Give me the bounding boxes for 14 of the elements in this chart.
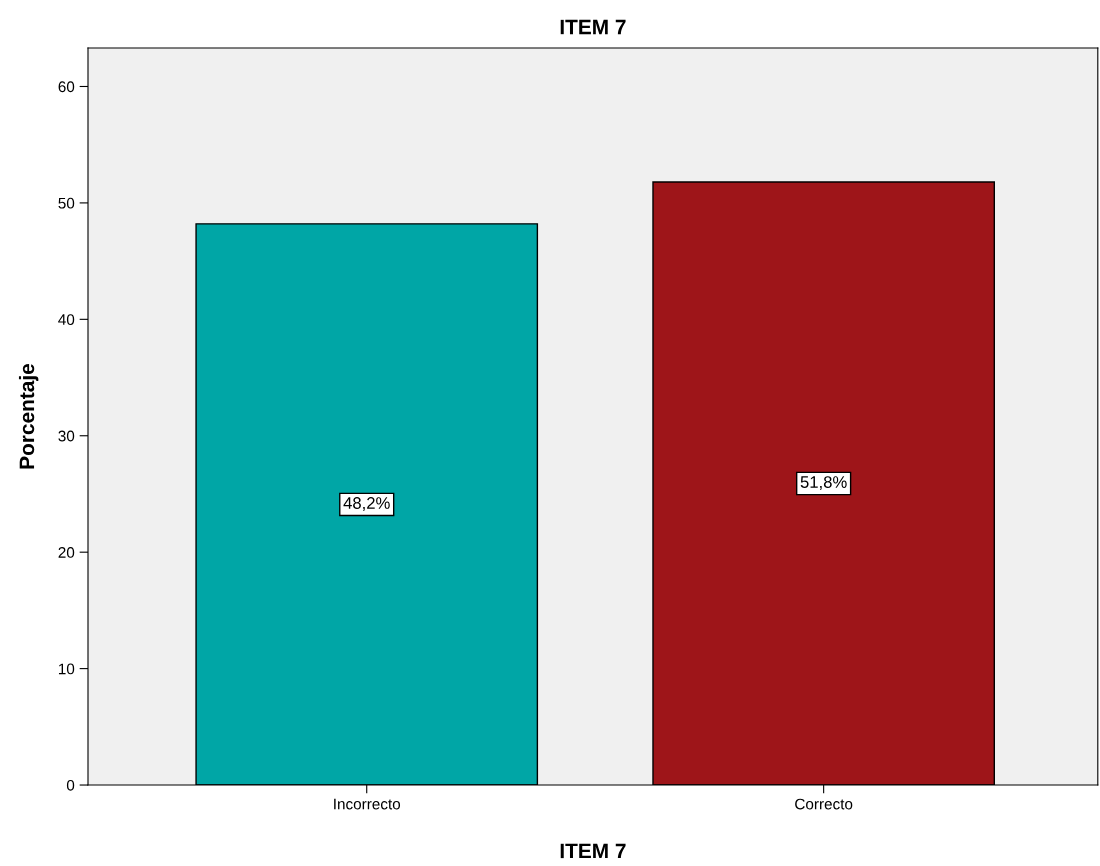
chart-title: ITEM 7	[560, 19, 626, 35]
y-tick-label: 20	[58, 547, 75, 558]
y-tick-label: 30	[58, 430, 75, 442]
y-tick-label: 60	[58, 81, 75, 93]
x-tick-label: Incorrecto	[334, 798, 401, 810]
y-tick-label: 50	[58, 197, 75, 209]
y-tick-label: 0	[66, 779, 75, 791]
data-label: 51,8%	[800, 476, 847, 490]
x-axis-title: ITEM 7	[560, 843, 626, 859]
data-label: 48,2%	[343, 497, 390, 511]
y-axis-title: Porcentaje	[18, 363, 39, 469]
x-tick-label: Correcto	[795, 798, 853, 810]
y-tick-label: 40	[58, 314, 75, 326]
y-tick-label: 10	[58, 663, 75, 675]
